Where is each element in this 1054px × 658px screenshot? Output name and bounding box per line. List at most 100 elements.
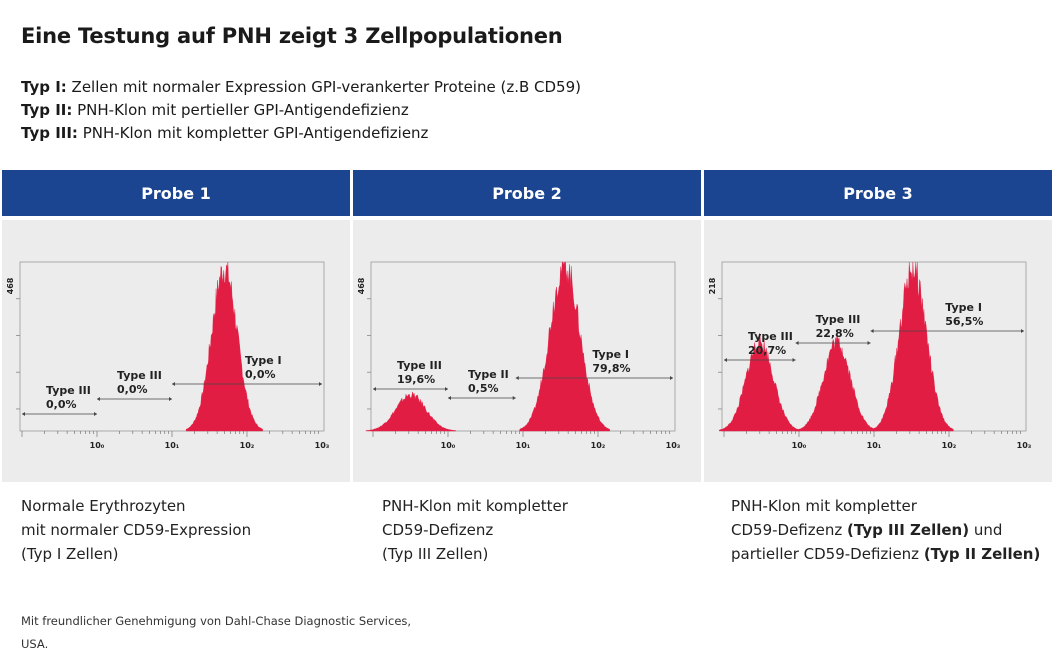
gate-arrow-left <box>795 341 799 345</box>
desc-text: Normale Erythrozyten <box>21 497 186 515</box>
footer-line: Mit freundlicher Genehmigung von Dahl-Ch… <box>21 614 412 628</box>
panel-description: PNH-Klon mit kompletter CD59-Defizenz (T… <box>382 494 568 566</box>
panel-header: Probe 2 <box>353 170 701 216</box>
panel-description: PNH-Klon mit kompletter CD59-Defizenz (T… <box>731 494 1040 566</box>
desc-text: PNH-Klon mit kompletter <box>382 497 568 515</box>
type-line-2: Typ II: PNH-Klon mit pertieller GPI-Anti… <box>21 99 581 122</box>
gate-arrow-right <box>670 376 673 380</box>
y-axis-max-label: 468 <box>6 277 15 294</box>
gate-percent-label: 22,8% <box>816 327 854 340</box>
gate-percent-label: 56,5% <box>945 315 983 328</box>
gate-name-label: Type I <box>945 301 982 314</box>
panel-probe-2: Probe 2 468 10₀ 10₁ 10₂ 10₃ Type III 19,6% Type… <box>353 170 701 563</box>
x-tick-label: 10₀ <box>792 441 807 450</box>
gate-arrow-left <box>448 396 451 400</box>
gate-arrow-right <box>1021 329 1024 333</box>
desc-text: mit normaler CD59-Expression <box>21 521 252 539</box>
desc-text: (Typ III Zellen) <box>382 545 489 563</box>
gate-arrow-left <box>870 329 874 333</box>
x-tick-label: 10₃ <box>315 441 330 450</box>
gate-name-label: Type I <box>592 348 629 361</box>
type-legend: Typ I: Zellen mit normaler Expression GP… <box>21 76 581 145</box>
gate-percent-label: 0,5% <box>468 382 499 395</box>
gate-arrow-right <box>319 382 322 386</box>
x-tick-label: 10₁ <box>516 441 531 450</box>
x-tick-label: 10₃ <box>1017 441 1032 450</box>
desc-text: partieller CD59-Defizienz <box>731 545 924 563</box>
desc-line: mit normaler CD59-Expression <box>21 518 251 542</box>
x-tick-label: 10₁ <box>867 441 882 450</box>
panel-probe-3: Probe 3 218 10₀ 10₁ 10₂ 10₃ Type III 20,7% Type… <box>704 170 1052 563</box>
gate-arrow-left <box>97 397 100 401</box>
panel-description: Normale Erythrozyten mit normaler CD59-E… <box>21 494 251 566</box>
gate-arrow-right <box>512 396 516 400</box>
gate-name-label: Type II <box>468 368 509 381</box>
type-label: Typ III: <box>21 124 78 142</box>
desc-bold-text: (Typ III Zellen) <box>847 521 970 539</box>
desc-line: CD59-Defizenz <box>382 518 568 542</box>
desc-line: Normale Erythrozyten <box>21 494 251 518</box>
gate-arrow-left <box>373 387 376 391</box>
desc-bold-text: (Typ II Zellen) <box>923 545 1041 563</box>
footer-line: USA. <box>21 637 49 651</box>
histogram-peak <box>796 334 878 432</box>
gate-arrow-right <box>792 358 796 362</box>
gate-percent-label: 20,7% <box>748 344 786 357</box>
desc-line: CD59-Defizenz (Typ III Zellen) und <box>731 518 1040 542</box>
panel-probe-1: Probe 1 468 10₀ 10₁ 10₂ 10₃ Type III 0,0% Type … <box>2 170 350 563</box>
gate-percent-label: 19,6% <box>397 373 435 386</box>
histogram-panel: 468 10₀ 10₁ 10₂ 10₃ Type III 0,0% Type III 0,0% T… <box>2 220 350 482</box>
y-axis-max-label: 218 <box>708 277 717 294</box>
gate-arrow-left <box>172 382 175 386</box>
x-tick-label: 10₂ <box>591 441 606 450</box>
gate-arrow-right <box>169 397 172 401</box>
desc-line: partieller CD59-Defizienz (Typ II Zellen… <box>731 542 1040 566</box>
x-tick-label: 10₂ <box>942 441 957 450</box>
desc-text: CD59-Defizenz <box>731 521 848 539</box>
gate-name-label: Type III <box>397 359 442 372</box>
desc-line: PNH-Klon mit kompletter <box>731 494 1040 518</box>
gate-name-label: Type III <box>46 384 91 397</box>
page-title: Eine Testung auf PNH zeigt 3 Zellpopulat… <box>21 24 563 48</box>
x-tick-label: 10₀ <box>90 441 105 450</box>
gate-arrow-right <box>445 387 448 391</box>
x-tick-label: 10₀ <box>441 441 456 450</box>
y-axis-max-label: 468 <box>357 277 366 294</box>
gate-percent-label: 79,8% <box>592 362 630 375</box>
type-text: PNH-Klon mit kompletter GPI-Antigendefiz… <box>77 124 429 142</box>
histogram-peak <box>185 261 263 432</box>
gate-name-label: Type III <box>816 313 861 326</box>
gate-percent-label: 0,0% <box>46 398 77 411</box>
desc-line: (Typ I Zellen) <box>21 542 251 566</box>
desc-text: CD59-Defizenz <box>382 521 494 539</box>
footer-credit: Mit freundlicher Genehmigung von Dahl-Ch… <box>21 610 411 656</box>
gate-percent-label: 0,0% <box>245 368 276 381</box>
desc-line: (Typ III Zellen) <box>382 542 568 566</box>
panel-header: Probe 1 <box>2 170 350 216</box>
histogram-panel: 218 10₀ 10₁ 10₂ 10₃ Type III 20,7% Type III 22,8… <box>704 220 1052 482</box>
desc-text: (Typ I Zellen) <box>21 545 119 563</box>
desc-text: und <box>969 521 1003 539</box>
gate-name-label: Type I <box>245 354 282 367</box>
desc-line: PNH-Klon mit kompletter <box>382 494 568 518</box>
gate-arrow-left <box>515 376 519 380</box>
x-tick-label: 10₁ <box>165 441 180 450</box>
type-line-1: Typ I: Zellen mit normaler Expression GP… <box>21 76 581 99</box>
histogram-peak <box>719 333 801 432</box>
histogram-panel: 468 10₀ 10₁ 10₂ 10₃ Type III 19,6% Type II 0,5% T… <box>353 220 701 482</box>
gate-arrow-left <box>724 358 727 362</box>
x-tick-label: 10₂ <box>240 441 255 450</box>
gate-name-label: Type III <box>117 369 162 382</box>
type-label: Typ I: <box>21 78 67 96</box>
desc-text: PNH-Klon mit kompletter <box>731 497 917 515</box>
type-text: Zellen mit normaler Expression GPI-veran… <box>66 78 581 96</box>
gate-arrow-left <box>22 412 25 416</box>
x-tick-label: 10₃ <box>666 441 681 450</box>
gate-name-label: Type III <box>748 330 793 343</box>
histogram-peak <box>519 261 610 432</box>
gate-arrow-right <box>867 341 871 345</box>
histogram-peak <box>872 261 954 432</box>
